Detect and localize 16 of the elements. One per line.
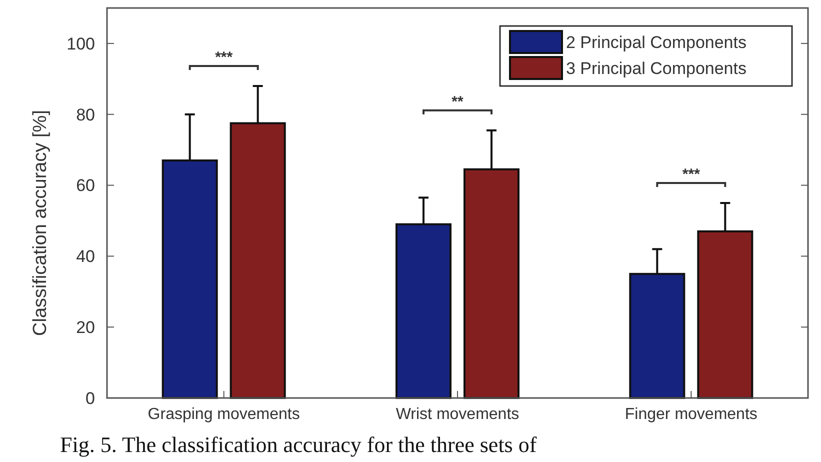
legend-label: 2 Principal Components: [566, 32, 746, 52]
x-tick-label: Wrist movements: [396, 406, 520, 423]
x-tick-label: Finger movements: [624, 406, 758, 423]
y-tick-label: 0: [86, 388, 95, 408]
x-tick-label: Grasping movements: [148, 406, 300, 423]
y-tick-label: 20: [76, 318, 95, 338]
y-tick-label: 80: [76, 105, 95, 124]
y-axis-title: Classification accuracy [%]: [30, 110, 51, 336]
annotation: **: [452, 93, 464, 110]
y-tick-label: 100: [66, 34, 95, 54]
caption: Fig. 5. The classification accuracy for the three sets of: [60, 432, 538, 457]
legend-label: 3 Principal Components: [566, 58, 746, 78]
y-tick-label: 60: [76, 176, 95, 196]
annotation: ***: [682, 166, 700, 183]
annotation: ***: [215, 49, 233, 66]
y-tick-label: 40: [76, 247, 95, 266]
